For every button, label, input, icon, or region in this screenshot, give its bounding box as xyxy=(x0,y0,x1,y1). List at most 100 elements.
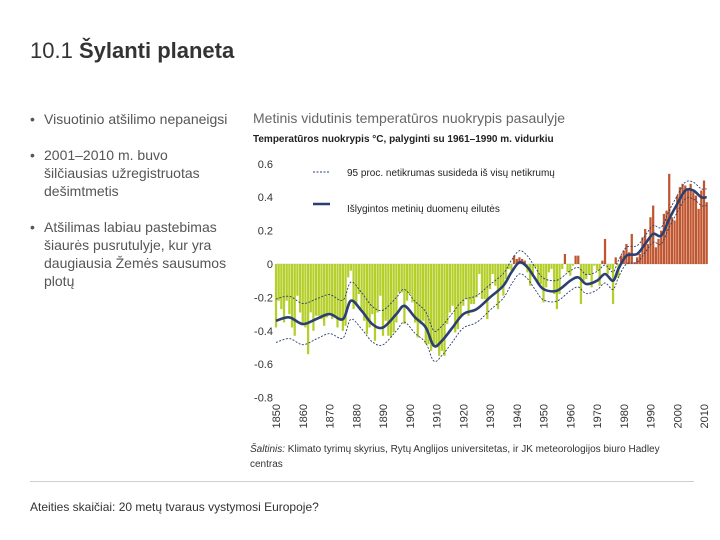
y-tick-label: -0.4 xyxy=(254,326,273,338)
cool-anomaly-bar xyxy=(416,264,419,338)
cool-anomaly-bar xyxy=(341,264,344,331)
warm-anomaly-bar xyxy=(644,228,647,264)
bullet-list: • Visuotinio atšilimo nepaneigsi • 2001–… xyxy=(30,110,235,308)
cool-anomaly-bar xyxy=(408,264,411,295)
warm-anomaly-bar xyxy=(563,253,567,264)
warm-anomaly-bar xyxy=(678,187,682,264)
warm-anomaly-bar xyxy=(633,262,636,264)
cool-anomaly-bar xyxy=(467,264,470,316)
cool-anomaly-bar xyxy=(550,264,553,270)
cool-anomaly-bar xyxy=(432,264,435,346)
cool-anomaly-bar xyxy=(277,264,280,301)
cool-anomaly-bar xyxy=(331,264,334,320)
cool-anomaly-bar xyxy=(537,264,540,283)
warm-anomaly-bar xyxy=(673,220,676,264)
x-tick-label: 1910 xyxy=(432,404,444,428)
cool-anomaly-bar xyxy=(381,264,385,336)
cool-anomaly-bar xyxy=(347,264,350,278)
legend-uncertainty-label: 95 proc. netikrumas susideda iš visų net… xyxy=(347,168,555,179)
cool-anomaly-bar xyxy=(494,264,497,286)
cool-anomaly-bar xyxy=(320,264,323,320)
cool-anomaly-bar xyxy=(328,264,331,315)
cool-anomaly-bar xyxy=(456,264,460,330)
cool-anomaly-bar xyxy=(454,264,457,333)
cool-anomaly-bar xyxy=(459,264,462,318)
cool-anomaly-bar xyxy=(569,264,572,276)
bullet-dot: • xyxy=(30,219,35,235)
cool-anomaly-bar xyxy=(357,264,361,295)
warm-anomaly-bar xyxy=(684,185,687,264)
cool-anomaly-bar xyxy=(352,264,355,310)
bullet-text: Atšilimas labiau pastebimas šiaurės pusr… xyxy=(44,219,227,289)
cool-anomaly-bar xyxy=(288,264,291,315)
cool-anomaly-bar xyxy=(355,264,358,306)
cool-anomaly-bar xyxy=(304,264,307,328)
bullet-dot: • xyxy=(30,111,35,127)
cool-anomaly-bar xyxy=(534,264,537,268)
cool-anomaly-bar xyxy=(558,264,561,295)
warm-anomaly-bar xyxy=(518,257,521,264)
cool-anomaly-bar xyxy=(296,264,299,296)
warm-anomaly-bar xyxy=(636,257,639,264)
legend-smoothed-label: Išlygintos metinių duomenų eilutės xyxy=(347,204,500,215)
cool-anomaly-bar xyxy=(371,264,374,315)
x-tick-label: 1930 xyxy=(485,404,497,428)
cool-anomaly-bar xyxy=(571,264,575,266)
cool-anomaly-bar xyxy=(561,264,564,270)
cool-anomaly-bar xyxy=(470,264,473,305)
cool-anomaly-bar xyxy=(424,264,427,345)
cool-anomaly-bar xyxy=(472,264,476,305)
warm-anomaly-bar xyxy=(665,210,668,264)
cool-anomaly-bar xyxy=(339,264,342,321)
cool-anomaly-bar xyxy=(411,264,414,303)
source-label: Šaltinis: xyxy=(250,444,286,455)
cool-anomaly-bar xyxy=(413,264,417,323)
bullet-item: • Atšilimas labiau pastebimas šiaurės pu… xyxy=(30,218,235,290)
cool-anomaly-bar xyxy=(333,264,336,316)
cool-anomaly-bar xyxy=(545,264,548,288)
cool-anomaly-bar xyxy=(488,264,492,290)
cool-anomaly-bar xyxy=(365,264,369,335)
warm-anomaly-bar xyxy=(630,233,633,264)
footer-divider xyxy=(30,481,694,482)
cool-anomaly-bar xyxy=(405,264,409,301)
warm-anomaly-bar xyxy=(601,260,604,264)
x-tick-label: 2000 xyxy=(672,404,684,428)
cool-anomaly-bar xyxy=(384,264,387,321)
smoothed-trend-line xyxy=(275,187,707,348)
cool-anomaly-bar xyxy=(379,264,382,296)
warm-anomaly-bar xyxy=(614,257,617,264)
warm-anomaly-bar xyxy=(681,183,684,264)
cool-anomaly-bar xyxy=(590,264,593,288)
cool-anomaly-bar xyxy=(317,264,320,316)
cool-anomaly-bar xyxy=(403,264,406,325)
cool-anomaly-bar xyxy=(400,264,403,293)
x-tick-label: 1860 xyxy=(298,404,310,428)
cool-anomaly-bar xyxy=(301,264,304,325)
cool-anomaly-bar xyxy=(593,264,596,266)
cool-anomaly-bar xyxy=(293,264,296,336)
x-tick-label: 1880 xyxy=(351,404,363,428)
cool-anomaly-bar xyxy=(422,264,425,321)
cool-anomaly-bar xyxy=(502,264,505,296)
cool-anomaly-bar xyxy=(419,264,422,325)
cool-anomaly-bar xyxy=(312,264,315,331)
warm-anomaly-bar xyxy=(670,217,674,264)
x-tick-label: 1890 xyxy=(378,404,390,428)
cool-anomaly-bar xyxy=(282,264,286,323)
cool-anomaly-bar xyxy=(435,264,438,348)
x-tick-label: 2010 xyxy=(699,404,711,428)
warm-anomaly-bar xyxy=(625,243,628,264)
warm-anomaly-bar xyxy=(512,255,516,264)
cool-anomaly-bar xyxy=(360,264,363,311)
warm-anomaly-bar xyxy=(627,252,631,264)
cool-anomaly-bar xyxy=(309,264,312,313)
warm-anomaly-bar xyxy=(702,180,706,264)
y-tick-label: -0.2 xyxy=(254,292,273,304)
cool-anomaly-bar xyxy=(491,264,494,275)
cool-anomaly-bar xyxy=(475,264,478,298)
cool-anomaly-bar xyxy=(376,264,379,313)
cool-anomaly-bar xyxy=(392,264,395,333)
slide-number: 10.1 xyxy=(30,38,73,63)
lower-uncertainty-line xyxy=(275,197,707,362)
